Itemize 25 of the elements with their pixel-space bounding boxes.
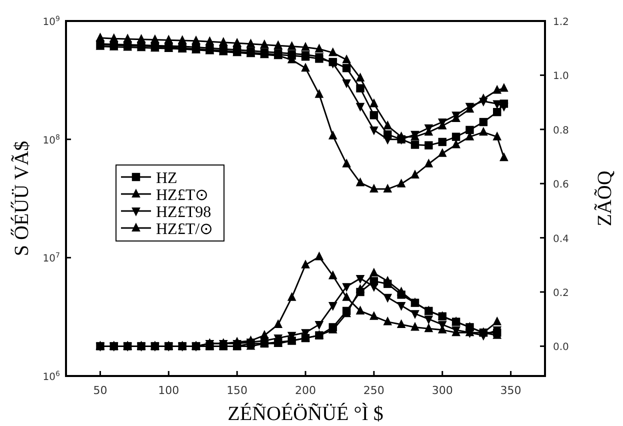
- legend-label: HZ£T/⊙: [156, 221, 213, 238]
- legend-label: HZ£T⊙: [156, 187, 208, 204]
- x-tick-label: 350: [500, 384, 522, 397]
- y2-tick-label: 0.6: [553, 180, 569, 191]
- y2-tick-label: 0.4: [553, 234, 569, 245]
- legend-label: HZ: [156, 170, 178, 187]
- x-tick-label: 250: [363, 384, 384, 397]
- y2-tick-label: 0.2: [553, 288, 569, 299]
- y-tick-label: 10$^{9}$: [42, 15, 60, 28]
- legend-label: HZ£T98: [156, 204, 212, 221]
- y-axis-title: S ŐÉŰÜ VÃ$: [10, 140, 33, 256]
- y2-tick-label: 0.8: [553, 125, 569, 136]
- x-axis-title: ZÉÑOÉÖÑÜÉ °Ì $: [228, 402, 384, 425]
- y-tick-label: 10$^{7}$: [42, 252, 60, 265]
- x-tick-label: 50: [93, 384, 108, 397]
- x-tick-label: 150: [226, 384, 248, 397]
- y-tick-label: 10$^{6}$: [42, 370, 61, 383]
- x-tick-label: 200: [295, 384, 316, 397]
- y2-tick-label: 0.0: [553, 342, 569, 354]
- x-tick-label: 300: [432, 384, 453, 397]
- x-tick-label: 100: [158, 384, 180, 397]
- y-tick-label: 10$^{8}$: [42, 133, 60, 146]
- y2-tick-label: 1.2: [553, 17, 569, 28]
- y2-axis-title: ZÃÕQ: [594, 170, 616, 226]
- y2-tick-label: 1.0: [553, 71, 569, 82]
